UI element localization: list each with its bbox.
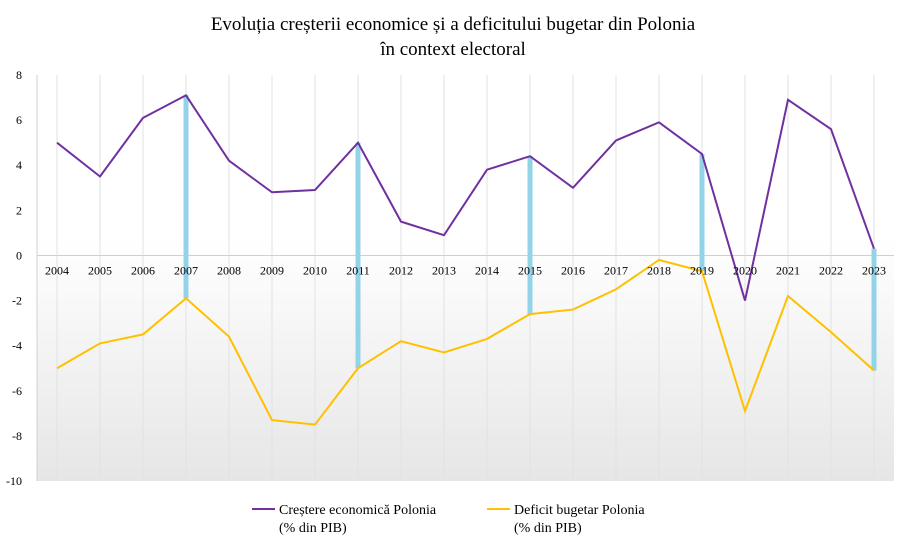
x-tick-label-2023: 2023 bbox=[862, 263, 886, 277]
x-tick-label-2009: 2009 bbox=[260, 263, 284, 277]
x-tick-label-2008: 2008 bbox=[217, 263, 241, 277]
y-tick-label: 4 bbox=[16, 158, 22, 172]
chart-title-line-2: în context electoral bbox=[379, 39, 526, 60]
x-tick-label-2015: 2015 bbox=[518, 263, 542, 277]
y-tick-label: -6 bbox=[12, 384, 22, 398]
x-tick-label-2011: 2011 bbox=[346, 263, 370, 277]
y-tick-label: -4 bbox=[12, 339, 22, 353]
x-tick-label-2005: 2005 bbox=[88, 263, 112, 277]
legend-unit-deficit: (% din PIB) bbox=[514, 521, 582, 536]
y-tick-label: 8 bbox=[16, 68, 22, 82]
y-tick-label: 0 bbox=[16, 248, 22, 262]
x-tick-label-2021: 2021 bbox=[776, 263, 800, 277]
y-tick-label: 6 bbox=[16, 113, 22, 127]
chart-title-line-1: Evoluția creșterii economice și a defici… bbox=[211, 14, 696, 35]
x-tick-label-2022: 2022 bbox=[819, 263, 843, 277]
x-tick-label-2004: 2004 bbox=[45, 263, 69, 277]
plot-area bbox=[37, 75, 894, 481]
y-tick-label: -8 bbox=[12, 429, 22, 443]
x-tick-label-2014: 2014 bbox=[475, 263, 499, 277]
y-tick-label: 2 bbox=[16, 203, 22, 217]
y-tick-label: -2 bbox=[12, 294, 22, 308]
x-tick-label-2013: 2013 bbox=[432, 263, 456, 277]
legend-label-growth: Creștere economică Polonia bbox=[279, 503, 437, 518]
x-tick-label-2006: 2006 bbox=[131, 263, 155, 277]
x-tick-label-2017: 2017 bbox=[604, 263, 628, 277]
legend-unit-growth: (% din PIB) bbox=[279, 521, 347, 536]
x-tick-label-2012: 2012 bbox=[389, 263, 413, 277]
legend-label-deficit: Deficit bugetar Polonia bbox=[514, 503, 645, 518]
x-tick-label-2020: 2020 bbox=[733, 263, 757, 277]
x-tick-label-2016: 2016 bbox=[561, 263, 585, 277]
y-tick-label: -10 bbox=[6, 474, 22, 488]
x-tick-label-2010: 2010 bbox=[303, 263, 327, 277]
x-tick-label-2007: 2007 bbox=[174, 263, 198, 277]
x-tick-label-2019: 2019 bbox=[690, 263, 714, 277]
x-tick-label-2018: 2018 bbox=[647, 263, 671, 277]
